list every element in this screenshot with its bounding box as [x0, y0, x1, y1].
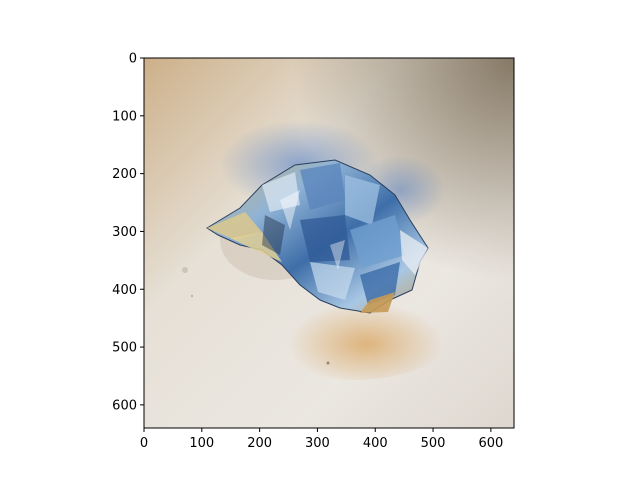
y-axis: 0 100 200 300 400 500 600	[112, 52, 144, 413]
axes-frame	[143, 57, 515, 429]
y-tick-label: 600	[112, 398, 137, 413]
x-tick-label: 300	[305, 436, 330, 451]
y-tick-label: 300	[112, 225, 137, 240]
x-tick-label: 600	[478, 436, 503, 451]
y-tick-label: 100	[112, 109, 137, 124]
y-tick-label: 0	[129, 52, 137, 67]
photo	[144, 58, 514, 428]
x-axis: 0 100 200 300 400 500 600	[140, 428, 503, 451]
y-tick-label: 400	[112, 283, 137, 298]
foil-icon	[206, 159, 429, 314]
y-tick-label: 200	[112, 167, 137, 182]
x-tick-label: 200	[247, 436, 272, 451]
y-tick-label: 500	[112, 341, 137, 356]
x-tick-label: 100	[189, 436, 214, 451]
x-tick-label: 500	[421, 436, 446, 451]
x-tick-label: 400	[363, 436, 388, 451]
x-tick-label: 0	[140, 436, 148, 451]
